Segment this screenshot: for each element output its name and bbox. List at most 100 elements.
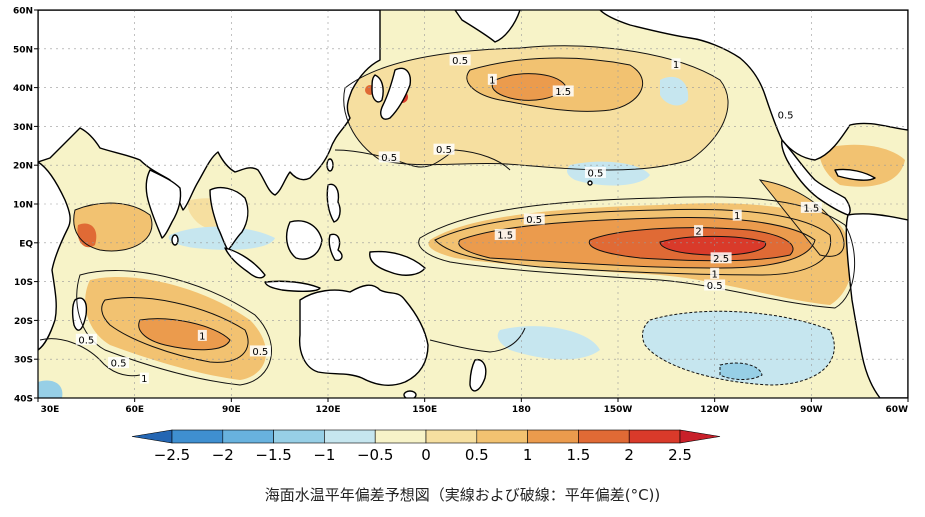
colorbar-segment bbox=[273, 429, 325, 444]
lat-label: 40S bbox=[14, 395, 33, 405]
contour-indian-south-15 bbox=[138, 318, 231, 351]
contour-label: 0.5 bbox=[587, 168, 603, 179]
colorbar-segment bbox=[222, 429, 274, 444]
lon-label: 60E bbox=[125, 405, 144, 415]
colorbar-arrow-right bbox=[679, 429, 721, 444]
warm-patch-east-pacific bbox=[760, 180, 844, 257]
colorbar-segment bbox=[527, 429, 579, 444]
contour-label: 1 bbox=[141, 374, 147, 385]
colorbar-label: −1.5 bbox=[255, 446, 291, 464]
lon-label: 120W bbox=[700, 405, 729, 415]
cool-patch-northeast-pacific bbox=[660, 76, 689, 106]
land-masses bbox=[38, 10, 908, 398]
contour-label-bg bbox=[671, 58, 681, 70]
contour-label-bg bbox=[710, 267, 720, 279]
lat-label: 20S bbox=[14, 317, 33, 327]
contour-equatorial-2 bbox=[588, 227, 794, 262]
map-caption: 海面水温平年偏差予想図（実線および破線：平年偏差(°C)) bbox=[264, 486, 661, 504]
contour-label-bg bbox=[710, 252, 732, 264]
colorbar-label: 2 bbox=[624, 446, 634, 464]
contour-label-layer: 0.511.510.50.50.50.50.51.5122.510.51.510… bbox=[75, 54, 822, 385]
colorbar-label: −1 bbox=[313, 446, 335, 464]
colorbar-segment bbox=[578, 429, 630, 444]
lon-label: 180 bbox=[512, 405, 531, 415]
land-south-america bbox=[845, 213, 908, 398]
colorbar: −2.5 −2 −1.5 −1 −0.5 0 0.5 1 1.5 2 2.5 bbox=[131, 429, 721, 464]
contour-label-bg bbox=[800, 201, 822, 213]
contour-label: 0.5 bbox=[778, 110, 794, 121]
land-kamchatka bbox=[454, 10, 521, 43]
contour-equatorial-05 bbox=[418, 196, 856, 309]
gridlines bbox=[38, 10, 908, 398]
lat-label: 40N bbox=[13, 84, 33, 94]
land-sulawesi bbox=[328, 233, 343, 262]
land-hawaii bbox=[587, 180, 593, 186]
contour-label-bg bbox=[249, 345, 271, 357]
contour-east-pacific bbox=[758, 179, 845, 257]
contour-north-pacific-15 bbox=[491, 73, 566, 101]
colorbar-label: −0.5 bbox=[357, 446, 393, 464]
contour-label: 2.5 bbox=[713, 254, 729, 265]
contour-south-pacific-cool bbox=[642, 310, 835, 386]
contour-label-bg bbox=[378, 151, 400, 163]
lon-label: 90E bbox=[222, 405, 241, 415]
contour-label: 1.5 bbox=[555, 87, 571, 98]
latitude-axis: 60N 50N 40N 30N 20N 10N EQ 10S 20S 30S 40S bbox=[13, 7, 38, 405]
colorbar-arrow-left bbox=[131, 429, 173, 444]
land-caribbean bbox=[834, 168, 876, 181]
land-india bbox=[145, 169, 182, 239]
land-java bbox=[264, 280, 321, 293]
contour-label: 0.5 bbox=[111, 359, 127, 370]
lon-label: 60W bbox=[886, 405, 909, 415]
colorbar-label: 0.5 bbox=[465, 446, 489, 464]
contour-label-bg bbox=[584, 166, 606, 178]
lon-label: 90W bbox=[800, 405, 823, 415]
contour-label: 0.5 bbox=[452, 56, 468, 67]
land-philippines bbox=[326, 183, 341, 223]
colorbar-segment bbox=[324, 429, 376, 444]
contour-label-bg bbox=[487, 73, 497, 85]
contour-south-indian-05b bbox=[39, 338, 141, 377]
sst-anomaly-map: 60N 50N 40N 30N 20N 10N EQ 10S 20S 30S 40S 30E 60E 9… bbox=[13, 7, 909, 464]
map-svg: 60N 50N 40N 30N 20N 10N EQ 10S 20S 30S 40S 30E 60E 9… bbox=[13, 7, 909, 464]
land-tasmania bbox=[403, 390, 417, 398]
lat-label: 10S bbox=[14, 278, 33, 288]
land-north-america bbox=[599, 10, 908, 161]
colorbar-segment bbox=[171, 429, 224, 444]
lat-label: 30S bbox=[14, 356, 33, 366]
colorbar-segment bbox=[425, 429, 478, 444]
contour-label-bg bbox=[732, 209, 742, 221]
contour-label-bg bbox=[75, 333, 97, 345]
contour-label: 2 bbox=[695, 227, 701, 238]
cool-patch-south-pacific-1 bbox=[720, 363, 762, 380]
colorbar-segment bbox=[374, 429, 427, 444]
lat-label: 10N bbox=[13, 201, 33, 211]
colorbar-segment bbox=[628, 429, 681, 444]
contour-label: 0.5 bbox=[381, 153, 397, 164]
anomaly-patches bbox=[38, 45, 908, 398]
contour-arabian-sea bbox=[73, 202, 153, 252]
land-new-guinea bbox=[369, 250, 426, 276]
contour-label: 1 bbox=[734, 211, 740, 222]
warm-patch-indian-ocean-south-15 bbox=[138, 318, 230, 350]
contour-label: 0.5 bbox=[526, 215, 542, 226]
lat-label: 30N bbox=[13, 123, 33, 133]
contour-label-bg bbox=[523, 213, 545, 225]
lon-label: 120E bbox=[316, 405, 341, 415]
contour-label-bg bbox=[197, 329, 207, 341]
contour-label-bg bbox=[694, 225, 704, 237]
contour-label-bg bbox=[704, 279, 726, 291]
lon-label: 30E bbox=[41, 405, 60, 415]
contour-north-pacific-05 bbox=[343, 45, 729, 171]
contour-equatorial-25 bbox=[659, 235, 767, 256]
contour-label: 1 bbox=[489, 75, 495, 86]
contour-label: 0.5 bbox=[707, 281, 723, 292]
contour-indian-south-1 bbox=[101, 297, 249, 363]
contour-west-pacific-05 bbox=[334, 149, 511, 171]
land-korea bbox=[371, 74, 384, 103]
contour-equatorial-15 bbox=[458, 217, 816, 269]
contour-label: 1 bbox=[711, 269, 717, 280]
lon-label: 150W bbox=[604, 405, 633, 415]
land-new-zealand bbox=[469, 358, 487, 392]
contour-label: 0.5 bbox=[78, 335, 94, 346]
